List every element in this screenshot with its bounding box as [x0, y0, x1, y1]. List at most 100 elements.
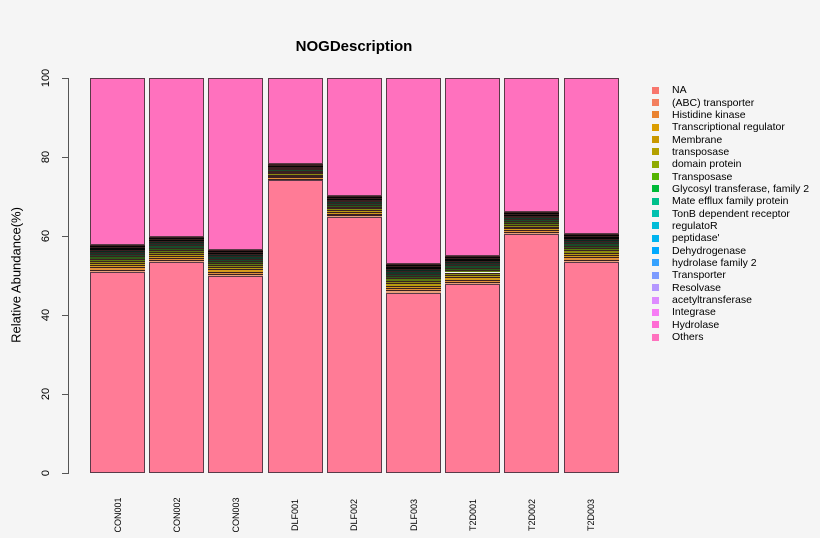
legend-label: Membrane	[672, 133, 723, 146]
legend-swatch	[652, 111, 659, 119]
legend-label: NA	[672, 84, 687, 97]
legend-item: Membrane	[652, 133, 809, 146]
segment-minor	[326, 203, 382, 205]
segment-minor	[563, 241, 619, 244]
segment-minor	[504, 232, 560, 234]
legend-label: regulatoR	[672, 219, 718, 232]
legend-label: peptidase'	[672, 232, 720, 245]
segment-minor	[149, 241, 205, 244]
legend-swatch	[652, 234, 659, 242]
segment-minor	[267, 169, 323, 171]
legend-swatch	[652, 247, 659, 255]
legend-swatch	[652, 308, 659, 316]
segment-minor	[504, 222, 560, 225]
segment-minor	[386, 290, 441, 293]
segment-minor	[90, 258, 145, 261]
segment-minor	[563, 250, 619, 253]
legend-item: Histidine kinase	[652, 109, 809, 121]
segment-minor	[267, 172, 323, 174]
segment-minor	[267, 173, 323, 175]
segment-na	[90, 271, 145, 473]
segment-minor	[208, 256, 264, 259]
segment-minor	[445, 263, 501, 266]
x-tick-label: T2D001	[467, 498, 478, 532]
segment-minor	[326, 206, 382, 209]
segment-others	[149, 78, 205, 238]
legend-label: Transcriptional regulator	[672, 121, 785, 134]
bar-t2d003	[563, 78, 619, 473]
legend-swatch	[652, 296, 659, 304]
segment-minor	[326, 199, 382, 202]
segment-minor	[326, 215, 382, 218]
segment-minor	[149, 243, 205, 246]
segment-minor	[267, 170, 323, 172]
segment-minor	[563, 252, 619, 256]
legend-swatch	[652, 86, 659, 94]
segment-minor	[563, 243, 619, 246]
legend-swatch	[652, 197, 659, 205]
legend-swatch	[652, 321, 659, 329]
segment-minor	[90, 256, 145, 259]
x-tick-label: T2D002	[526, 498, 537, 532]
segment-others	[504, 78, 560, 212]
y-tick-mark	[62, 315, 69, 316]
segment-minor	[386, 280, 441, 284]
legend-item: Transposase	[652, 170, 809, 183]
segment-minor	[563, 238, 619, 242]
segment-minor	[445, 258, 501, 261]
y-tick-label: 0	[40, 469, 52, 477]
legend-swatch	[652, 148, 659, 156]
legend-label: Others	[672, 331, 704, 344]
x-tick-label: DLF002	[349, 498, 360, 532]
legend-item: Transporter	[652, 269, 809, 281]
legend-item: Hydrolase	[652, 319, 809, 331]
segment-minor	[504, 215, 560, 218]
segment-minor	[326, 196, 382, 198]
legend-label: Glycosyl transferase, family 2	[672, 182, 810, 195]
segment-minor	[267, 165, 323, 167]
segment-minor	[208, 258, 264, 261]
segment-minor	[386, 264, 441, 267]
segment-minor	[267, 174, 323, 176]
segment-minor	[445, 270, 501, 273]
segment-na	[563, 262, 619, 473]
legend-label: Transporter	[672, 269, 726, 282]
segment-na	[504, 234, 560, 473]
chart-title: NOGDescription	[295, 38, 413, 55]
segment-minor	[208, 254, 264, 257]
segment-minor	[149, 249, 205, 252]
segment-minor	[326, 204, 382, 207]
legend-swatch	[652, 259, 659, 267]
legend-item: peptidase'	[652, 232, 809, 244]
legend-item: Glycosyl transferase, family 2	[652, 183, 809, 195]
bar-con002	[149, 78, 205, 473]
segment-minor	[504, 221, 560, 223]
segment-minor	[386, 283, 441, 286]
y-axis	[68, 78, 69, 473]
segment-minor	[563, 236, 619, 239]
segment-minor	[445, 279, 501, 282]
y-tick-label: 40	[40, 308, 52, 322]
segment-na	[445, 284, 501, 473]
bar-dlf003	[386, 78, 441, 473]
segment-minor	[208, 249, 264, 252]
legend-item: TonB dependent receptor	[652, 207, 809, 220]
segment-minor	[386, 285, 441, 289]
segment-minor	[149, 237, 205, 240]
y-tick-mark	[62, 394, 69, 395]
segment-minor	[208, 273, 264, 276]
segment-minor	[386, 276, 441, 279]
segment-minor	[563, 248, 619, 251]
segment-minor	[326, 197, 382, 200]
segment-minor	[504, 211, 560, 214]
x-tick-label: CON003	[230, 497, 241, 533]
legend-item: Dehydrogenase	[652, 244, 809, 257]
segment-minor	[504, 219, 560, 222]
legend-label: Hydrolase	[672, 318, 720, 331]
y-tick-mark	[62, 157, 69, 158]
x-tick-label: CON002	[171, 497, 182, 533]
segment-minor	[208, 251, 264, 255]
segment-minor	[445, 281, 501, 285]
segment-minor	[563, 245, 619, 249]
legend-swatch	[652, 185, 659, 193]
